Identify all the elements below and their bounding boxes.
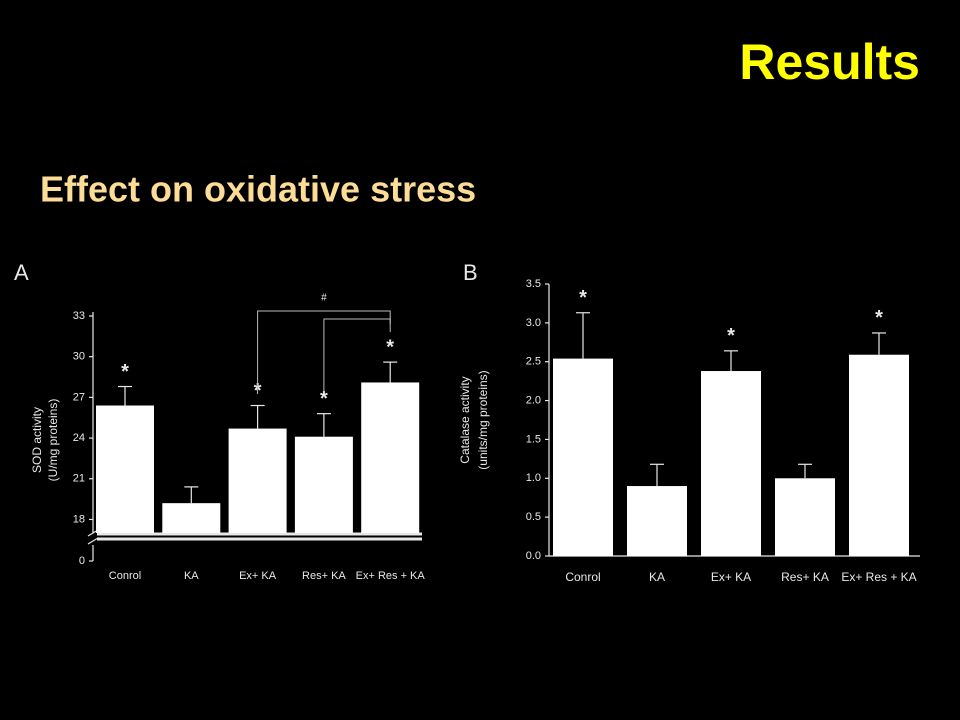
bar <box>96 405 154 533</box>
bar <box>701 371 761 556</box>
y-tick-label: 33 <box>73 310 85 322</box>
x-tick-label: Ex+ KA <box>711 570 751 584</box>
significance-mark: * <box>121 361 129 383</box>
y-tick-label: 1.0 <box>526 472 541 484</box>
bar <box>361 382 420 533</box>
y-tick-label: 24 <box>73 432 85 444</box>
significance-mark: * <box>579 287 587 309</box>
y-tick-label: 27 <box>73 391 85 403</box>
y-axis-label: Catalase activity <box>458 376 472 463</box>
bracket <box>323 318 391 393</box>
y-tick-label: 0.0 <box>526 550 541 562</box>
y-tick-label: 21 <box>73 473 85 485</box>
y-axis-label: (units/mg proteins) <box>476 370 490 469</box>
significance-mark: * <box>386 336 394 358</box>
bar <box>775 478 835 556</box>
bar <box>294 436 353 533</box>
bar <box>553 358 613 556</box>
y-tick-label: 3.5 <box>526 278 541 290</box>
y-tick-label: 30 <box>73 351 85 363</box>
y-tick-label: 2.5 <box>526 356 541 368</box>
bar <box>228 428 287 533</box>
panel-label: B <box>463 260 478 285</box>
y-tick-label: 0 <box>79 555 85 567</box>
bracket <box>257 310 391 395</box>
bar <box>627 486 687 556</box>
significance-mark: * <box>320 388 328 410</box>
x-tick-label: Ex+ Res + KA <box>356 570 426 582</box>
x-tick-label: Res+ KA <box>781 570 829 584</box>
x-tick-label: Conrol <box>109 570 141 582</box>
y-tick-label: 0.5 <box>526 511 541 523</box>
y-tick-label: 18 <box>73 513 85 525</box>
axis-break <box>87 537 99 545</box>
y-tick-label: 3.0 <box>526 317 541 329</box>
significance-mark: * <box>727 325 735 347</box>
x-tick-label: Ex+ KA <box>239 570 277 582</box>
significance-mark: # <box>321 293 327 304</box>
y-tick-label: 1.5 <box>526 433 541 445</box>
y-axis-label: (U/mg proteins) <box>46 399 60 482</box>
y-axis-label: SOD activity <box>30 407 44 473</box>
slide-heading: Effect on oxidative stress <box>40 169 476 210</box>
x-tick-label: Conrol <box>565 570 600 584</box>
x-tick-label: KA <box>649 570 665 584</box>
slide-title: Results <box>739 34 920 90</box>
significance-mark: * <box>875 307 883 329</box>
x-tick-label: KA <box>184 570 199 582</box>
y-tick-label: 2.0 <box>526 394 541 406</box>
panel-label: A <box>14 260 29 285</box>
bar <box>849 354 909 556</box>
x-tick-label: Res+ KA <box>302 570 346 582</box>
x-tick-label: Ex+ Res + KA <box>841 570 916 584</box>
bar <box>162 503 221 533</box>
